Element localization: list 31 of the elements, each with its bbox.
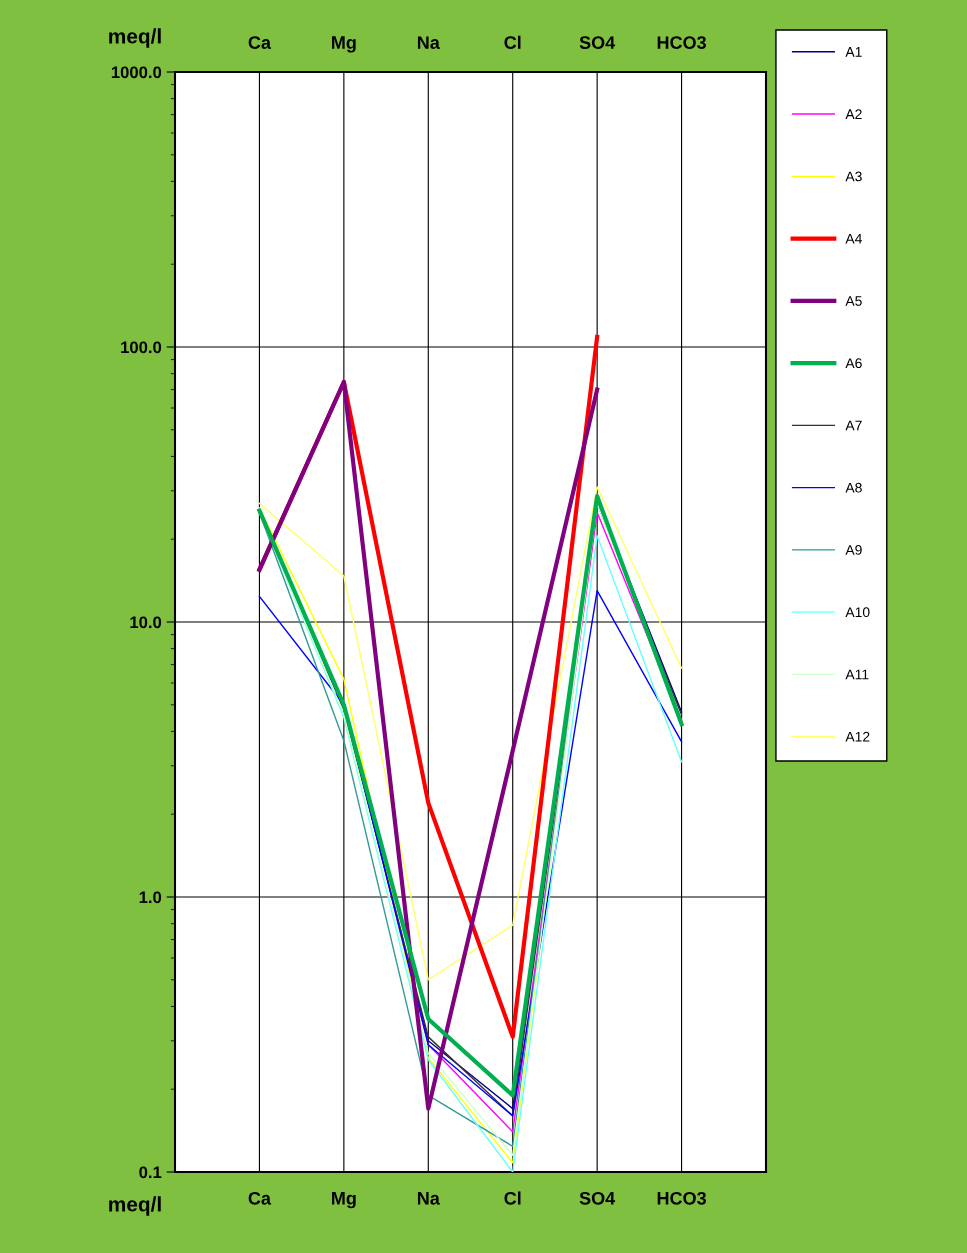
x-tick-label: HCO3 [657,36,706,50]
category-label: Cl [504,1191,521,1205]
category-label: SO4 [579,1191,616,1205]
y-axis-title: meq/l [109,1196,161,1216]
legend-label: A4 [845,233,862,244]
x-tick-label: SO4 [579,36,616,49]
legend-label: A11 [845,669,869,680]
x-tick-label: Ca [248,36,272,49]
y-tick-label: 10.0 [130,616,162,629]
legend-label: A7 [845,420,862,431]
legend-label: A9 [845,545,862,555]
legend-label: A10 [845,607,870,618]
legend-label: A1 [845,47,862,57]
y-tick-label: 0.1 [139,1166,162,1179]
x-tick-label: Cl [504,35,521,49]
y-tick-label: 1000.0 [111,66,162,79]
legend-label: A8 [845,482,862,493]
category-label: Ca [248,1191,272,1205]
legend-label: A2 [845,109,862,119]
legend-label: A12 [845,731,870,742]
category-label: Mg [332,1192,356,1209]
y-tick-label: 1.0 [139,891,162,904]
category-label: Na [417,1192,440,1205]
x-tick-label: Mg [332,36,356,53]
legend-label: A5 [845,296,862,306]
legend-label: A3 [845,171,862,182]
text: meq/l [109,28,161,48]
legend-label: A6 [845,358,862,369]
y-tick-label: 100.0 [121,341,162,354]
category-label: HCO3 [657,1191,706,1205]
x-tick-label: Na [417,36,440,49]
